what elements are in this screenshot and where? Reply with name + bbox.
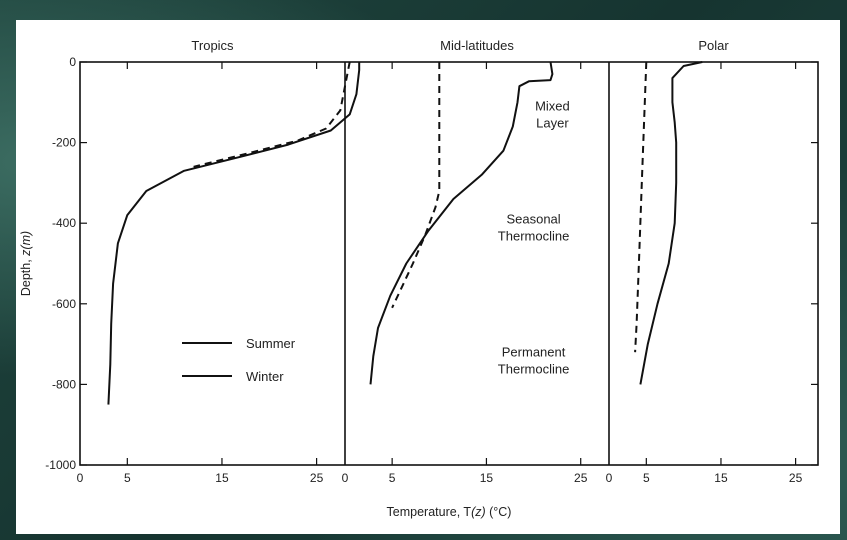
x-tick-label: 0	[77, 471, 84, 485]
series-line	[634, 61, 648, 353]
x-tick-label: 5	[389, 471, 396, 485]
y-tick-label: -200	[52, 136, 76, 150]
y-tick-label: -800	[52, 377, 76, 391]
y-axis-label: Depth, z(m)	[19, 231, 33, 296]
x-tick-label: 25	[574, 471, 588, 485]
x-tick-label: 5	[643, 471, 650, 485]
annotation-text: Permanent	[502, 344, 566, 359]
x-tick-label: 5	[124, 471, 131, 485]
x-tick-label: 0	[342, 471, 349, 485]
annotation-text: Thermocline	[498, 228, 570, 243]
x-axis-label: Temperature, T(z) (°C)	[387, 505, 512, 519]
legend-label: Summer	[246, 336, 296, 351]
x-tick-label: 0	[606, 471, 613, 485]
series-line	[639, 61, 703, 385]
panel-title: Mid-latitudes	[440, 38, 514, 53]
panel-title: Tropics	[191, 38, 234, 53]
series-line	[193, 61, 351, 168]
annotation-text: Thermocline	[498, 361, 570, 376]
annotation-text: Layer	[536, 115, 569, 130]
x-tick-label: 15	[480, 471, 494, 485]
panel-title: Polar	[698, 38, 729, 53]
annotation-text: Mixed	[535, 98, 570, 113]
figure-card: 0 -200 -400 -600 -800 -1000 0 5 15 25 Tropics 0 5 15 2…	[16, 20, 840, 534]
x-tick-label: 15	[215, 471, 229, 485]
series-line	[391, 62, 441, 309]
plot-frame	[79, 61, 819, 466]
series-line	[107, 62, 361, 405]
legend-label: Winter	[246, 369, 284, 384]
series-line	[369, 61, 554, 385]
x-tick-label: 25	[789, 471, 803, 485]
x-tick-label: 15	[714, 471, 728, 485]
y-tick-label: -400	[52, 216, 76, 230]
annotation-text: Seasonal	[506, 211, 560, 226]
y-tick-label: 0	[69, 55, 76, 69]
x-tick-label: 25	[310, 471, 324, 485]
y-tick-label: -600	[52, 297, 76, 311]
y-tick-label: -1000	[45, 458, 76, 472]
